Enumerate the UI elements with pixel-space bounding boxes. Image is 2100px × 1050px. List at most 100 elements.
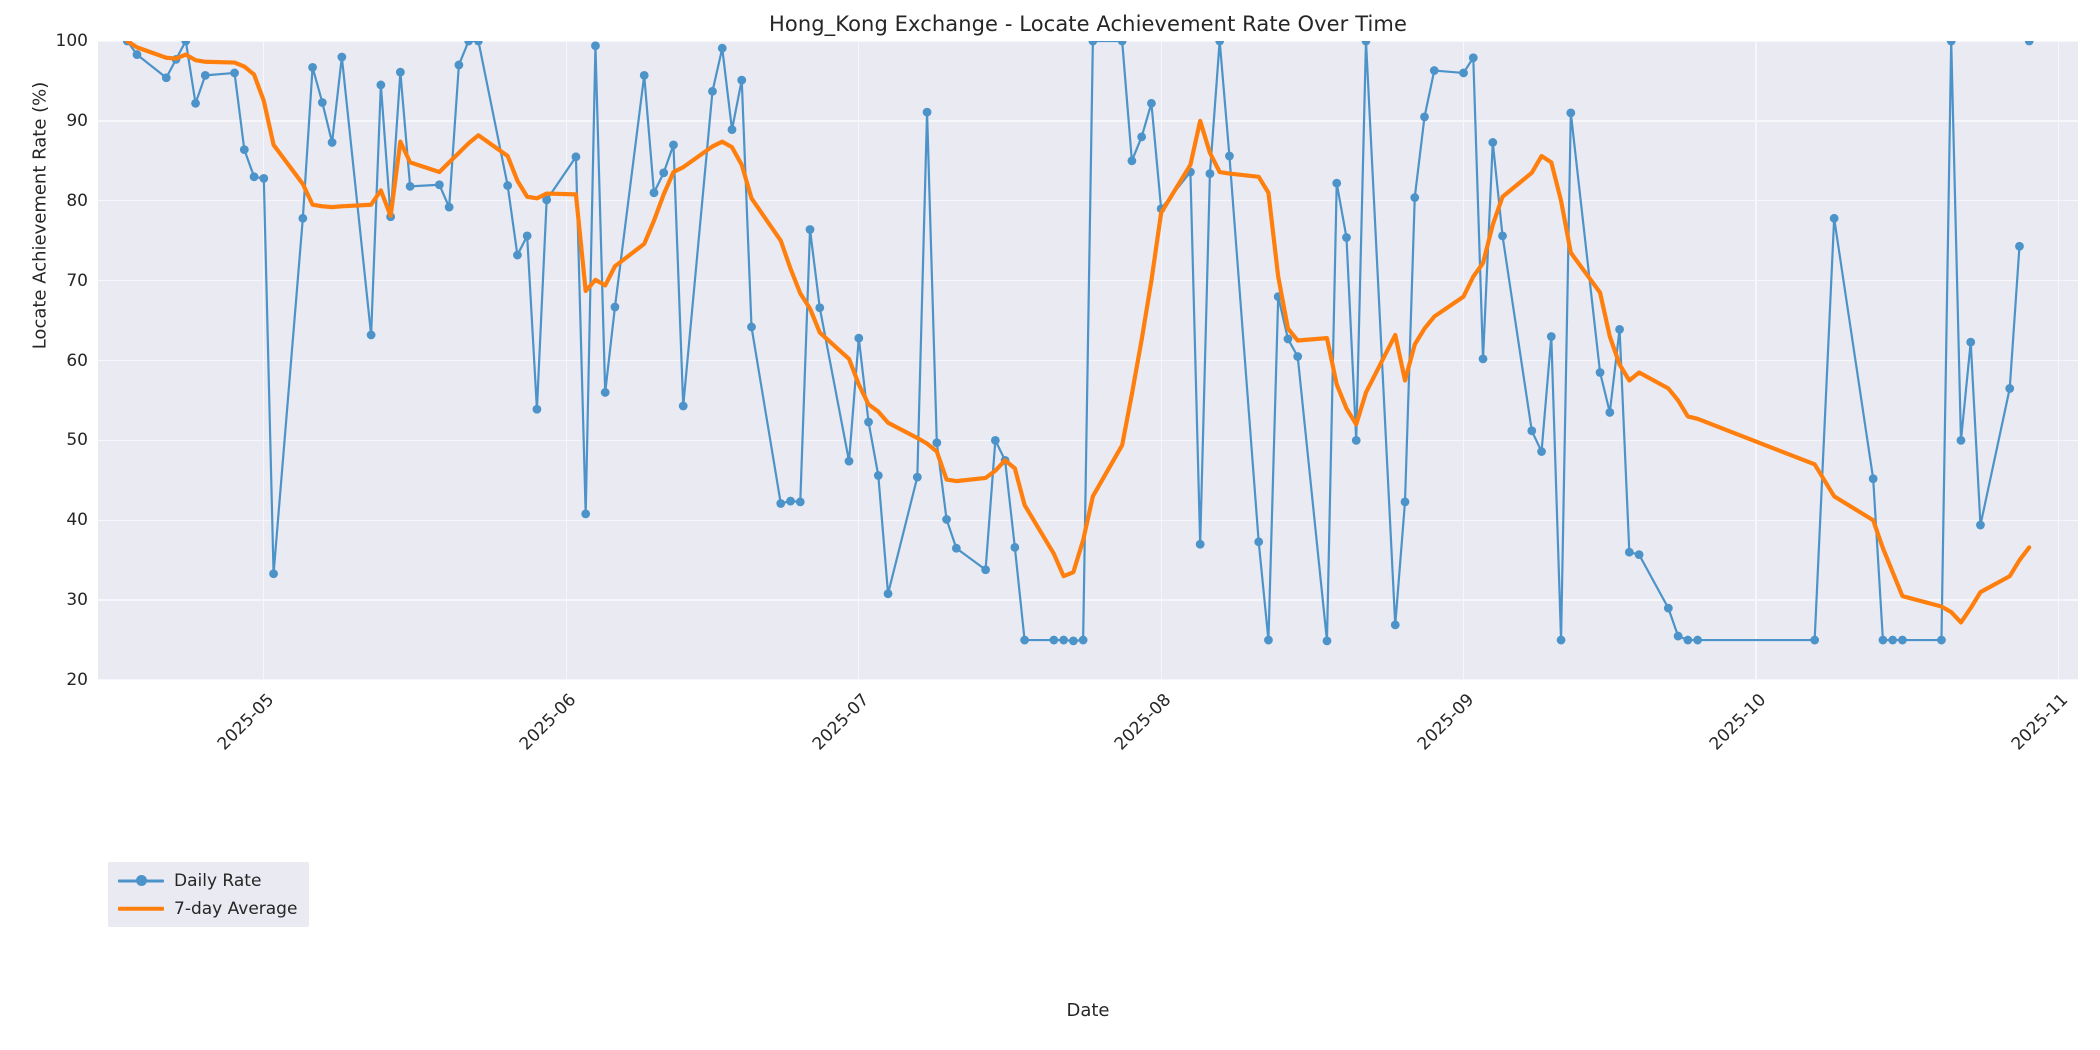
data-point-marker — [1390, 620, 1400, 630]
data-point-marker — [181, 41, 191, 46]
data-point-marker — [239, 145, 249, 155]
data-point-marker — [581, 509, 591, 519]
data-point-marker — [610, 302, 620, 312]
data-point-marker — [1478, 354, 1488, 364]
data-point-marker — [395, 67, 405, 77]
data-point-marker — [1459, 68, 1468, 78]
data-point-marker — [591, 41, 600, 51]
data-point-marker — [844, 456, 854, 466]
data-point-marker — [708, 86, 717, 96]
gridline-horizontal — [98, 200, 2078, 202]
data-point-marker — [513, 250, 522, 260]
data-point-marker — [737, 75, 747, 85]
data-point-marker — [1361, 41, 1371, 46]
data-point-marker — [1400, 497, 1410, 507]
data-point-marker — [1332, 178, 1342, 188]
data-point-marker — [1205, 169, 1215, 178]
data-point-marker — [444, 202, 454, 212]
data-point-marker — [1566, 108, 1576, 118]
y-tick-label: 60 — [66, 350, 88, 371]
data-point-marker — [1049, 635, 1059, 645]
gridline-vertical — [2057, 41, 2060, 680]
data-point-marker — [786, 496, 795, 506]
data-point-marker — [161, 73, 171, 83]
legend-item-7day-average[interactable]: 7-day Average — [118, 899, 297, 919]
data-point-marker — [1956, 435, 1966, 445]
data-point-marker — [727, 125, 737, 135]
data-point-marker — [317, 98, 327, 107]
legend-item-daily-rate[interactable]: Daily Rate — [118, 870, 297, 891]
data-point-marker — [1966, 337, 1976, 347]
data-point-marker — [259, 173, 269, 183]
data-point-marker — [191, 98, 200, 108]
data-point-marker — [327, 138, 337, 147]
data-point-marker — [1420, 112, 1429, 122]
data-point-marker — [1410, 193, 1420, 202]
y-tick-label: 50 — [66, 430, 88, 451]
data-point-marker — [1020, 635, 1029, 645]
series-line-7day-average — [125, 41, 2032, 625]
gridline-horizontal — [98, 599, 2078, 601]
data-point-marker — [1283, 334, 1293, 344]
data-point-marker — [1254, 537, 1264, 547]
data-point-marker — [1898, 635, 1907, 645]
data-point-marker — [1634, 550, 1644, 559]
data-point-marker — [1351, 435, 1361, 445]
data-point-marker — [815, 303, 825, 313]
data-point-marker — [405, 181, 415, 191]
data-point-marker — [464, 41, 474, 46]
data-point-marker — [912, 472, 922, 482]
data-point-marker — [1683, 635, 1693, 645]
data-point-marker — [249, 172, 259, 182]
data-point-marker — [337, 52, 347, 62]
data-point-marker — [2015, 241, 2024, 251]
data-point-marker — [308, 62, 317, 72]
y-tick-label: 80 — [66, 190, 88, 211]
data-point-marker — [1537, 447, 1546, 456]
data-point-marker — [1264, 635, 1273, 645]
data-point-marker — [473, 41, 483, 46]
data-point-marker — [1137, 132, 1147, 142]
data-point-marker — [1078, 635, 1088, 645]
gridline-vertical — [263, 41, 265, 680]
data-point-marker — [1595, 368, 1605, 377]
data-point-marker — [1010, 543, 1020, 552]
x-tick-label: 2025-07 — [808, 690, 873, 755]
data-point-marker — [1215, 41, 1225, 46]
data-point-marker — [2024, 41, 2034, 46]
x-tick-label: 2025-11 — [2008, 690, 2073, 755]
data-point-marker — [1293, 352, 1303, 361]
y-tick-label: 70 — [66, 270, 88, 291]
data-point-marker — [981, 565, 990, 575]
data-point-marker — [854, 333, 864, 343]
data-point-marker — [522, 231, 532, 241]
data-point-marker — [1147, 98, 1156, 108]
y-tick-label: 90 — [66, 110, 88, 131]
data-point-marker — [1498, 231, 1507, 241]
data-point-marker — [532, 404, 542, 414]
legend-label-daily-rate: Daily Rate — [174, 870, 262, 891]
data-point-marker — [1663, 603, 1673, 613]
data-point-marker — [1195, 539, 1205, 549]
y-axis-label: Locate Achievement Rate (%) — [29, 81, 51, 350]
gridline-vertical — [1462, 41, 1465, 680]
data-point-marker — [434, 180, 444, 190]
data-point-marker — [230, 68, 239, 78]
x-tick-label: 2025-10 — [1705, 690, 1771, 755]
data-point-marker — [1225, 151, 1234, 161]
data-point-marker — [1615, 324, 1624, 334]
data-point-marker — [1342, 233, 1351, 242]
gridline-horizontal — [98, 679, 2078, 680]
data-point-marker — [132, 50, 142, 59]
data-point-marker — [922, 107, 932, 117]
data-point-marker — [1976, 520, 1985, 530]
data-point-marker — [669, 140, 678, 150]
y-tick-label: 30 — [66, 590, 88, 611]
data-point-marker — [1429, 66, 1439, 75]
gridline-horizontal — [98, 120, 2078, 122]
data-point-marker — [1624, 547, 1634, 557]
data-point-marker — [454, 60, 464, 70]
data-point-marker — [795, 497, 805, 507]
data-point-marker — [1605, 408, 1615, 417]
data-point-marker — [1937, 635, 1946, 645]
